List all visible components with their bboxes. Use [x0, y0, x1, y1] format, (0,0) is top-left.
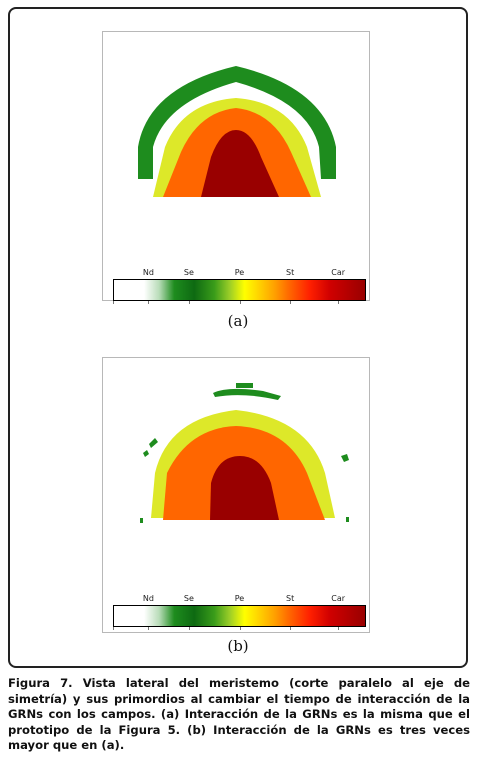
colorbar-label-nd: Nd	[142, 594, 154, 603]
colorbar-label-se: Se	[183, 594, 194, 603]
colorbar-a: Nd Se Pe St Car	[113, 268, 366, 305]
panel-a: Nd Se Pe St Car	[102, 31, 370, 304]
figure-caption: Figura 7. Vista lateral del meristemo (c…	[8, 676, 470, 752]
colorbar-label-car: Car	[331, 268, 346, 277]
colorbar-label-st: St	[285, 594, 295, 603]
colorbar-label-st: St	[285, 268, 295, 277]
dark-red-region-a	[201, 130, 279, 197]
dark-red-region-b	[210, 456, 279, 520]
outer-sensor-band-a	[138, 66, 336, 179]
colorbar-label-se: Se	[183, 268, 194, 277]
outer-sensor-fragments-b	[140, 383, 349, 523]
colorbar-label-pe: Pe	[234, 594, 245, 603]
colorbar-gradient	[113, 279, 366, 301]
colorbar-label-pe: Pe	[234, 268, 245, 277]
colorbar-gradient	[113, 605, 366, 627]
colorbar-label-car: Car	[331, 594, 346, 603]
panel-label-b: (b)	[227, 637, 249, 655]
meristem-plot-b	[140, 383, 349, 523]
panel-label-a: (a)	[227, 312, 249, 330]
figure-frame: Nd Se Pe St Car (a)	[8, 7, 468, 668]
meristem-plot-a	[138, 66, 336, 197]
colorbar-b: Nd Se Pe St Car	[113, 594, 366, 631]
panel-b: Nd Se Pe St Car	[102, 357, 370, 633]
colorbar-label-nd: Nd	[142, 268, 154, 277]
